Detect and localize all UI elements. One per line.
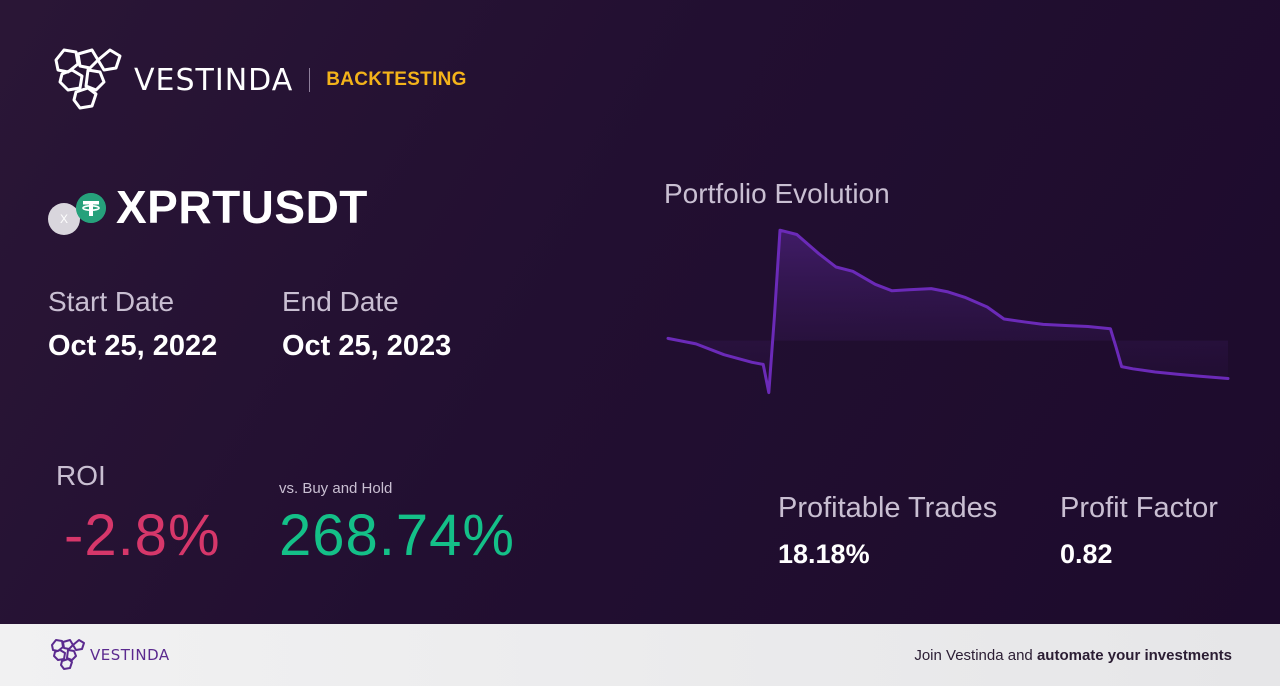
profit-factor-block: Profit Factor 0.82 (1060, 492, 1218, 570)
footer-bar: VESTINDA Join Vestinda and automate your… (0, 624, 1280, 686)
profit-factor-label: Profit Factor (1060, 492, 1218, 524)
roi-value: -2.8% (64, 503, 221, 568)
backtesting-tag: BACKTESTING (326, 69, 467, 90)
profit-factor-value: 0.82 (1060, 539, 1113, 569)
footer-cta[interactable]: Join Vestinda and automate your investme… (914, 647, 1232, 664)
footer-cta-prefix: Join Vestinda and (914, 646, 1037, 664)
chart-title: Portfolio Evolution (664, 178, 890, 209)
brand-name: VESTINDA (134, 62, 294, 98)
trading-pair: X XPRTUSDT (48, 180, 368, 235)
end-date-value: Oct 25, 2023 (282, 330, 452, 362)
hero-panel: VESTINDA BACKTESTING X XPRTUSDT Start Da… (0, 0, 1280, 624)
footer-cta-bold: automate your investments (1036, 646, 1232, 664)
tether-icon (76, 193, 106, 223)
start-date-label: Start Date (48, 286, 175, 317)
roi-label: ROI (56, 460, 106, 491)
buy-hold-label: vs. Buy and Hold (279, 480, 393, 497)
start-date-block: Start Date Oct 25, 2022 (48, 286, 217, 363)
pair-symbol: XPRTUSDT (116, 181, 368, 233)
brand-divider (309, 68, 311, 92)
start-date-value: Oct 25, 2022 (48, 330, 218, 362)
buy-hold-value: 268.74% (279, 503, 515, 568)
chart-series-line (666, 228, 1230, 395)
end-date-block: End Date Oct 25, 2023 (282, 286, 451, 363)
vestinda-logo-icon (51, 639, 85, 670)
profitable-trades-block: Profitable Trades 18.18% (778, 492, 997, 570)
portfolio-chart (666, 228, 1230, 395)
brand-header: VESTINDA BACKTESTING (48, 46, 467, 114)
vestinda-logo-icon (54, 48, 122, 110)
profitable-trades-value: 18.18% (778, 539, 870, 569)
chart-area-fill (668, 230, 1228, 393)
footer-brand-name: VESTINDA (90, 646, 170, 664)
profitable-trades-label: Profitable Trades (778, 492, 998, 524)
footer-brand[interactable]: VESTINDA (48, 638, 170, 672)
xprt-coin-icon: X (48, 203, 80, 235)
coin-icons: X (48, 181, 108, 235)
end-date-label: End Date (282, 286, 399, 317)
